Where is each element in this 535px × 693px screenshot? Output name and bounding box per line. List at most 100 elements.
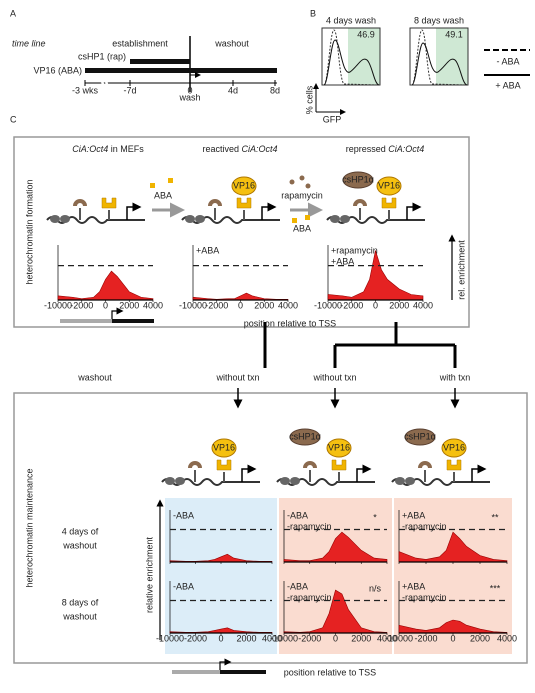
x-tick-label: 4000 [497,633,517,643]
x-tick-label: 0 [103,300,108,310]
header-part: CiA:Oct4 [72,144,108,154]
chart-label: +ABA [402,581,425,591]
rapamycin-molecule [299,175,305,181]
aba-molecule [150,183,155,188]
gal4-receptor [381,197,397,209]
vp16-label: VP16 [378,180,400,190]
flow-label: without txn [312,372,356,382]
vp16-label: VP16 [443,442,465,452]
histogram-frame [409,27,469,86]
x-tick-label: 0 [373,300,378,310]
histogram-minus-aba [323,29,379,86]
enrichment-profile [192,292,289,301]
x-tick-label: 2000 [254,300,274,310]
gate-value: 49.1 [445,29,463,39]
chart-label: -ABA [287,510,308,520]
x-tick-label: 2000 [236,633,256,643]
chart-label: +ABA [196,245,219,255]
chart-label: -ABA [287,581,308,591]
column-header: reactived CiA:Oct4 [202,144,277,154]
phase-label: establishment [112,38,168,48]
b-y-label: % cells [304,85,314,114]
tss-arrow [471,464,487,482]
time-tick-label: 4d [228,85,238,95]
tss-arrow [111,307,124,319]
frb-receptor [353,199,367,206]
panel-label: B [310,8,316,18]
x-tick-label: -2000 [298,633,321,643]
header-part: in MEFs [108,144,144,154]
nucleosome [330,215,340,223]
nucleosome [60,215,70,223]
nucleosome [405,477,415,485]
nucleosome [290,477,300,485]
x-tick-label: 0 [218,633,223,643]
rapamycin-molecule [305,183,311,189]
nucleosome [395,477,405,485]
gate [436,28,468,85]
track-label: csHP1 (rap) [78,51,126,61]
x-tick-label: -10000 [179,300,207,310]
column-background [165,498,277,654]
row-label: washout [62,611,97,621]
cshp1-label: csHP1α [404,431,436,441]
track-bar [130,59,190,64]
formation-y-label: rel. enrichment [456,240,466,300]
reagent-label: ABA [293,223,311,233]
column-header: CiA:Oct4 in MEFs [72,144,144,154]
x-tick-label: 2000 [351,633,371,643]
x-tick-label: -10000 [314,300,342,310]
cshp1 [342,171,374,189]
significance: *** [490,583,501,593]
side-label: heterochromatin maintenance [24,468,34,587]
x-tick-label: -10000 [44,300,72,310]
x-tick-label: -2000 [340,300,363,310]
enrichment-profile [327,250,424,301]
x-tick-label: -2000 [205,300,228,310]
frb-receptor [303,461,317,468]
frb-receptor [73,199,87,206]
x-tick-label: -2000 [414,633,437,643]
histogram-plus-aba [411,42,468,86]
row-label: 4 days of [62,526,99,536]
significance: ** [491,512,499,522]
formation-x-label: position relative to TSS [244,318,336,328]
chart-label: -rapamycin [287,521,332,531]
nucleosome [185,215,195,223]
histogram-title: 8 days wash [414,15,464,25]
significance: * [373,512,377,522]
gal4-receptor [216,459,232,471]
vp16 [231,176,257,196]
region-bar [112,319,154,323]
aba-molecule [305,215,310,220]
x-tick-label: -2000 [70,300,93,310]
chart-label: +ABA [402,510,425,520]
x-tick-label: 2000 [119,300,139,310]
track-bar [85,68,277,73]
gal4-receptor [331,459,347,471]
enrichment-profile [283,589,388,634]
maintenance-box [13,392,528,664]
header-part: CiA:Oct4 [388,144,424,154]
panel-label: C [10,114,17,124]
gal4-receptor [236,197,252,209]
formation-box [13,136,470,328]
enrichment-profile [283,531,388,563]
side-label: heterochromatin formation [24,179,34,284]
wash-label: wash [178,92,200,102]
gal4-receptor [101,197,117,209]
chart-label: -rapamycin [402,592,447,602]
frb-receptor [418,461,432,468]
tss-arrow [356,464,372,482]
x-tick-label: -2000 [184,633,207,643]
row-label: 8 days of [62,597,99,607]
time-tick-label: -3 wks [72,85,99,95]
legend-label: + ABA [495,80,520,90]
gate-value: 46.9 [357,29,375,39]
timeline-label: time line [12,38,46,48]
region-bar [220,670,266,674]
vp16 [441,438,467,458]
flow-label: with txn [439,372,471,382]
frb-receptor [188,461,202,468]
tss-arrow [189,72,201,83]
